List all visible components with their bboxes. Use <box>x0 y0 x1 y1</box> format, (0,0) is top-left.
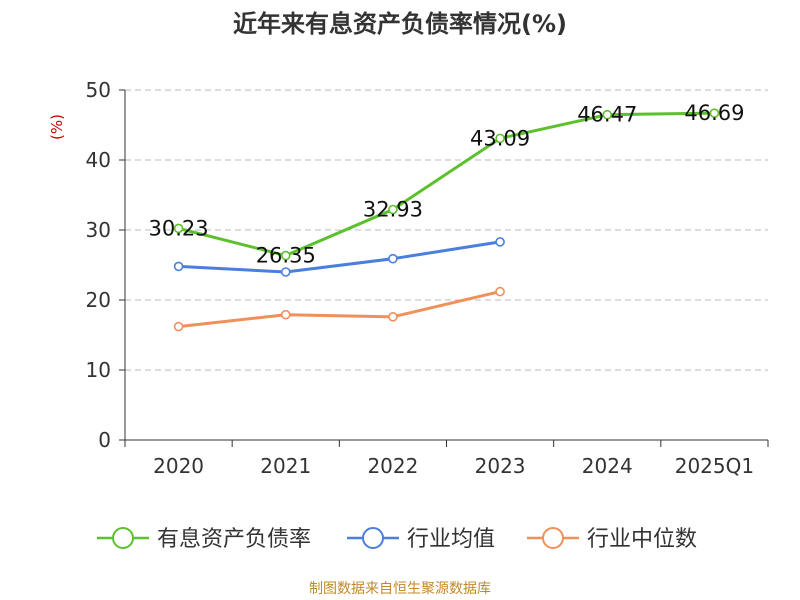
grid-lines <box>125 89 768 371</box>
x-tick-label: 2024 <box>582 454 633 478</box>
legend-label: 行业中位数 <box>587 527 697 552</box>
chart-title: 近年来有息资产负债率情况(%) <box>233 10 567 38</box>
legend-item[interactable]: 行业中位数 <box>527 527 697 552</box>
data-point[interactable] <box>709 108 720 118</box>
data-point[interactable] <box>280 250 291 261</box>
data-point[interactable] <box>173 261 184 272</box>
legend-label: 有息资产负债率 <box>157 527 311 552</box>
series-line <box>178 290 501 329</box>
data-point[interactable] <box>495 133 505 144</box>
series-line <box>178 240 501 274</box>
legend[interactable]: 有息资产负债率 行业均值 行业中位数 <box>97 527 697 552</box>
y-tick-label: 0 <box>98 428 111 452</box>
x-tick-label: 2022 <box>367 454 418 478</box>
legend-marker-swatch <box>362 527 384 549</box>
data-point[interactable] <box>173 223 184 234</box>
x-tick-label: 2020 <box>153 454 204 478</box>
data-point[interactable] <box>388 204 398 215</box>
series-lines <box>173 108 720 332</box>
y-axis-label: (%) <box>48 114 66 140</box>
x-tick-label: 2025Q1 <box>675 454 754 478</box>
series-line <box>178 111 715 258</box>
data-label: 43.09 <box>470 126 530 150</box>
y-tick-label: 30 <box>86 218 111 242</box>
legend-marker-swatch <box>112 527 134 549</box>
data-label: 30.23 <box>149 216 209 240</box>
y-tick-label: 10 <box>86 358 111 382</box>
y-tick-label: 20 <box>86 288 111 312</box>
data-point[interactable] <box>280 267 291 277</box>
legend-item[interactable]: 行业均值 <box>347 527 495 552</box>
data-label: 32.93 <box>363 197 423 221</box>
source-note: 制图数据来自恒生聚源数据库 <box>309 581 491 597</box>
data-label: 46.69 <box>684 101 744 125</box>
axes: 0 10 20 30 40 50 (%) 2020 2021 2022 2023 2024 2025Q1 <box>48 78 769 478</box>
x-tick-label: 2021 <box>260 454 311 478</box>
data-point[interactable] <box>495 286 505 297</box>
legend-marker-swatch <box>542 527 564 549</box>
data-point[interactable] <box>173 321 184 332</box>
y-tick-label: 50 <box>86 78 111 102</box>
data-label: 26.35 <box>256 244 316 268</box>
x-tick-label: 2023 <box>475 454 526 478</box>
data-point[interactable] <box>388 311 398 322</box>
data-labels: 30.23 26.35 32.93 43.09 46.47 46.69 <box>149 101 745 267</box>
y-tick-label: 40 <box>86 148 111 172</box>
data-point[interactable] <box>388 253 398 264</box>
data-point[interactable] <box>602 109 613 120</box>
data-point[interactable] <box>495 237 505 247</box>
data-point[interactable] <box>280 309 291 320</box>
legend-item[interactable]: 有息资产负债率 <box>97 527 311 552</box>
data-label: 46.47 <box>577 103 637 127</box>
legend-label: 行业均值 <box>407 527 495 552</box>
